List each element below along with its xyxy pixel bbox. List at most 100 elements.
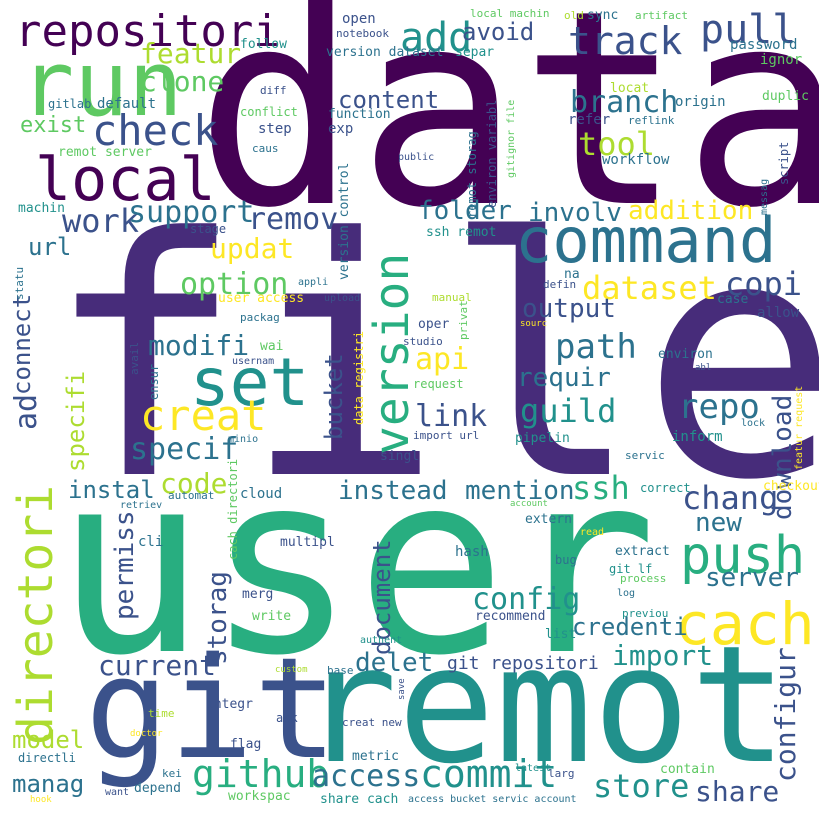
word-code: code [160,467,228,500]
word-ask: ask [276,711,298,725]
word-repo: repo [678,387,760,427]
word-environ-variabl: environ variabl [485,99,499,208]
word-workspac: workspac [228,789,291,804]
word-merg: merg [242,587,274,602]
word-instal: instal [68,476,155,504]
word-read: read [580,527,605,538]
word-cli: cli [138,534,164,550]
word-manag: manag [12,770,85,798]
word-latest: latest [515,763,552,774]
word-current: current [98,649,217,682]
word-save: save [397,678,407,700]
word-retriev: retriev [120,500,163,511]
word-local: local [35,145,216,215]
word-open: open [342,11,376,27]
word-bug: bug [555,553,577,567]
word-integr: integr [206,697,253,712]
word-remov: remov [248,202,339,237]
word-creat-new: creat new [342,716,402,729]
word-privat: privat [457,300,470,340]
word-oper: oper [418,317,450,332]
word-avail: avail [128,341,141,375]
word-old: old [564,9,584,22]
word-ssh-remot: ssh remot [426,225,497,240]
word-bucket: bucket [320,353,348,440]
word-directori: directori [8,484,64,745]
word-requir: requir [517,363,611,393]
word-base: base [327,664,354,677]
word-import-url: import url [413,429,480,442]
word-statu: statu [13,266,26,300]
word-conflict: conflict [240,105,298,119]
word-step: step [258,121,292,137]
word-user: user [55,419,658,710]
word-machin: machin [18,201,65,216]
word-defin: defin [543,278,577,291]
word-data-registri: data registri [352,331,366,425]
word-data: data [195,0,819,267]
word-usernam: usernam [232,356,275,367]
word-appli: appli [298,277,329,288]
word-cach-directori: cach directori [226,458,240,560]
word-config: config [472,582,581,617]
word-track: track [568,19,683,63]
word-download: download [768,394,798,520]
word-stage: stage [190,222,227,236]
word-caus: caus [252,142,279,155]
word-request: request [413,377,464,391]
word-write: write [252,609,292,624]
word-access: access [312,759,421,794]
word-wai: wai [260,339,284,354]
word-environ: environ [658,347,713,362]
word-ignor: ignor [760,52,803,68]
word-repositori: repositori [15,6,280,57]
word-pipelin: pipelin [515,431,570,446]
word-set: set [190,344,310,421]
word-notebook: notebook [336,27,389,40]
word-diff: diff [260,84,287,97]
word-case: case [717,292,749,307]
word-import: import [612,639,714,672]
word-avoid: avoid [462,18,535,46]
word-custom: custom [275,665,308,675]
word-authent: authent [360,635,403,646]
word-copi: copi [725,265,803,303]
word-automat: automat [168,489,215,502]
word-packag: packag [240,311,280,324]
word-flag: flag [230,737,262,752]
word-permiss: permiss [110,510,140,620]
word-add: add [400,15,473,61]
word-reflink: reflink [628,114,675,127]
word-gitlab: gitlab [48,97,92,111]
word-connect: connect [8,293,36,395]
word-remot-storag: remot storag [465,131,479,218]
word-default: default [97,96,157,112]
word-content: content [338,86,440,114]
word-work: work [62,202,140,240]
word-exp: exp [328,121,354,137]
word-previou: previou [622,607,669,620]
word-public: public [398,152,435,163]
word-depend: depend [134,781,181,796]
word-lock: lock [741,418,766,429]
word-commit: commit [420,752,558,796]
word-instead: instead [338,476,448,506]
word-clone: clone [140,65,225,98]
word-addition: addition [628,196,754,226]
word-follow: follow [240,37,287,52]
word-remot-server: remot server [58,145,152,160]
word-minio: minio [228,434,259,445]
word-origin: origin [675,94,726,110]
word-time: time [148,707,175,720]
word-chang: chang [682,479,779,517]
word-creat: creat [140,391,267,440]
word-user-access: user access [218,291,305,306]
word-manual: manual [432,291,472,304]
word-hook: hook [30,795,52,805]
word-singl: singl [380,449,420,464]
word-version-dataset: version dataset [326,45,444,60]
word-store: store [593,767,690,805]
word-ensur: ensur [147,363,161,400]
word-version: version [364,252,420,455]
